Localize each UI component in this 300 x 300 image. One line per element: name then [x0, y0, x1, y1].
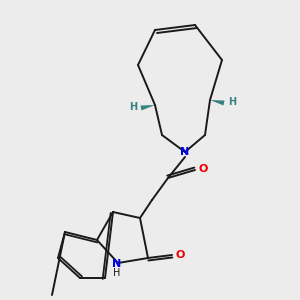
Text: N: N: [180, 147, 190, 157]
Text: O: O: [198, 164, 208, 174]
Text: H: H: [113, 268, 121, 278]
Polygon shape: [210, 100, 224, 105]
Text: H: H: [228, 97, 236, 107]
Text: O: O: [175, 250, 185, 260]
Polygon shape: [140, 105, 155, 110]
Text: N: N: [112, 259, 122, 269]
Text: H: H: [129, 102, 137, 112]
